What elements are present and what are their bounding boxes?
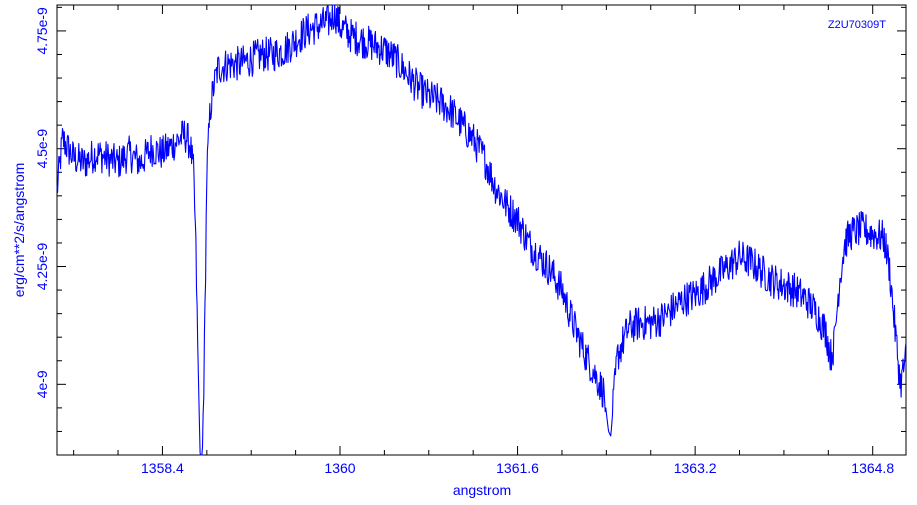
x-tick-label: 1364.8 xyxy=(851,460,894,476)
spectrum-line xyxy=(56,4,907,456)
x-tick-label: 1360 xyxy=(324,460,355,476)
y-tick-label: 4e-9 xyxy=(34,370,50,398)
dataset-annotation: Z2U70309T xyxy=(828,19,886,31)
y-tick-labels: 4e-9 4.25e-9 4.5e-9 4.75e-9 xyxy=(34,7,50,398)
axis-ticks xyxy=(57,5,906,456)
y-tick-label: 4.25e-9 xyxy=(34,243,50,291)
x-tick-label: 1358.4 xyxy=(141,460,184,476)
y-tick-label: 4.75e-9 xyxy=(34,7,50,55)
y-tick-label: 4.5e-9 xyxy=(34,129,50,169)
y-axis-label: erg/cm**2/s/angstrom xyxy=(11,163,27,298)
x-axis-label: angstrom xyxy=(453,482,511,498)
x-tick-label: 1363.2 xyxy=(674,460,717,476)
x-tick-label: 1361.6 xyxy=(496,460,539,476)
x-tick-labels: 1358.4 1360 1361.6 1363.2 1364.8 xyxy=(141,460,894,476)
plot-area xyxy=(56,4,907,456)
